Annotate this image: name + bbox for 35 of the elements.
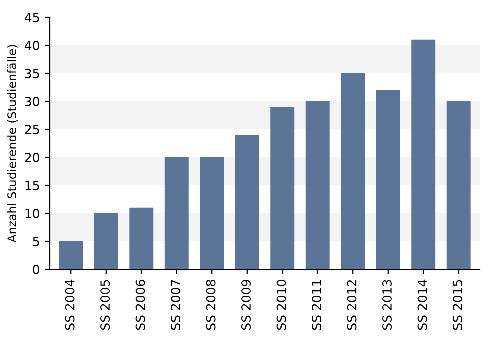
x-tick-label: SS 2007 — [171, 280, 181, 330]
x-tick-label: SS 2006 — [136, 280, 146, 330]
y-tick-label: 30 — [25, 96, 40, 106]
x-tick-label: SS 2012 — [347, 280, 357, 330]
bar — [376, 90, 400, 270]
bar — [341, 74, 366, 270]
y-tick-label: 25 — [25, 124, 40, 134]
bar — [200, 158, 224, 270]
y-tick-label: 35 — [25, 68, 40, 78]
y-axis-title: Anzahl Studierende (Studienfälle) — [7, 45, 18, 243]
bar — [94, 214, 118, 270]
x-tick-label: SS 2004 — [65, 280, 75, 330]
x-tick-label: SS 2008 — [206, 280, 216, 330]
x-tick-label: SS 2009 — [242, 280, 252, 330]
x-tick-label: SS 2015 — [453, 280, 462, 330]
x-tick-label: SS 2014 — [418, 280, 428, 330]
bar — [306, 102, 330, 270]
y-tick-label: 45 — [24, 13, 40, 22]
bar — [412, 40, 436, 270]
y-tick-label: 40 — [24, 40, 40, 50]
bar — [235, 135, 260, 270]
bar — [446, 102, 471, 270]
x-tick-label: SS 2010 — [276, 280, 286, 330]
y-tick-label: 0 — [33, 264, 40, 274]
y-tick-label: 10 — [26, 208, 40, 218]
bar — [164, 158, 189, 270]
bar — [59, 242, 84, 270]
x-tick-label: SS 2005 — [100, 280, 110, 330]
bar — [130, 208, 154, 270]
x-tick-label: SS 2013 — [382, 280, 392, 330]
y-tick-label: 5 — [33, 237, 40, 246]
y-tick-label: 20 — [25, 152, 40, 162]
y-tick-label: 15 — [26, 181, 40, 190]
bar — [270, 107, 295, 270]
x-tick-label: SS 2011 — [312, 280, 322, 330]
